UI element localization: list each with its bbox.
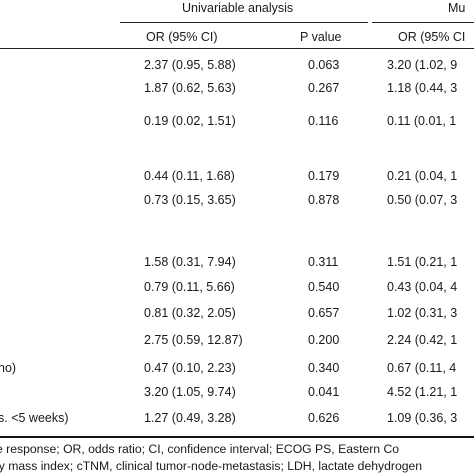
- uni-p-cell: 0.340: [308, 361, 340, 375]
- multi-or-cell: 0.43 (0.04, 4: [387, 280, 458, 294]
- uni-or-cell: 0.47 (0.10, 2.23): [144, 361, 236, 375]
- multi-or-cell: 0.21 (0.04, 1: [387, 169, 458, 183]
- uni-p-cell: 0.200: [308, 333, 340, 347]
- uni-or-cell: 0.73 (0.15, 3.65): [144, 193, 236, 207]
- uni-p-cell: 0.179: [308, 169, 340, 183]
- multi-or-cell: 0.50 (0.07, 3: [387, 193, 458, 207]
- row-label: no): [0, 361, 17, 375]
- footnote-line-1: e response; OR, odds ratio; CI, confiden…: [0, 442, 400, 456]
- group-header-rule-univariable: [120, 22, 368, 23]
- group-header-rule-multivariable: [372, 22, 474, 23]
- footnote-line-2: ly mass index; cTNM, clinical tumor-node…: [0, 459, 423, 473]
- uni-or-cell: 1.58 (0.31, 7.94): [144, 255, 236, 269]
- multi-or-cell: 0.11 (0.01, 1: [387, 114, 457, 128]
- multi-or-cell: 3.20 (1.02, 9: [387, 58, 458, 72]
- uni-p-cell: 0.878: [308, 193, 340, 207]
- uni-p-cell: 0.116: [308, 114, 339, 128]
- uni-p-cell: 0.311: [308, 255, 339, 269]
- uni-or-cell: 3.20 (1.05, 9.74): [144, 385, 236, 399]
- multi-or-cell: 4.52 (1.21, 1: [387, 385, 458, 399]
- table-bottom-rule: [0, 436, 474, 438]
- multi-or-cell: 1.02 (0.31, 3: [387, 306, 458, 320]
- row-label: s. <5 weeks): [0, 411, 69, 425]
- column-header-uni-or: OR (95% CI): [146, 30, 218, 44]
- uni-p-cell: 0.041: [308, 385, 340, 399]
- uni-or-cell: 0.81 (0.32, 2.05): [144, 306, 236, 320]
- uni-p-cell: 0.657: [308, 306, 340, 320]
- univariable-analysis-header: Univariable analysis: [182, 1, 294, 15]
- uni-p-cell: 0.540: [308, 280, 340, 294]
- column-header-uni-p: P value: [300, 30, 342, 44]
- multi-or-cell: 1.18 (0.44, 3: [387, 81, 458, 95]
- multivariable-analysis-header: Mu: [448, 1, 466, 15]
- uni-or-cell: 0.44 (0.11, 1.68): [144, 169, 235, 183]
- multi-or-cell: 2.24 (0.42, 1: [387, 333, 458, 347]
- uni-or-cell: 2.37 (0.95, 5.88): [144, 58, 236, 72]
- uni-p-cell: 0.063: [308, 58, 340, 72]
- multi-or-cell: 1.09 (0.36, 3: [387, 411, 458, 425]
- multi-or-cell: 1.51 (0.21, 1: [387, 255, 458, 269]
- uni-or-cell: 1.27 (0.49, 3.28): [144, 411, 236, 425]
- column-header-multi-or: OR (95% CI: [398, 30, 466, 44]
- uni-p-cell: 0.267: [308, 81, 340, 95]
- uni-p-cell: 0.626: [308, 411, 340, 425]
- uni-or-cell: 1.87 (0.62, 5.63): [144, 81, 236, 95]
- uni-or-cell: 0.79 (0.11, 5.66): [144, 280, 235, 294]
- uni-or-cell: 0.19 (0.02, 1.51): [144, 114, 236, 128]
- uni-or-cell: 2.75 (0.59, 12.87): [144, 333, 243, 347]
- multi-or-cell: 0.67 (0.11, 4: [387, 361, 457, 375]
- column-header-rule: [0, 48, 474, 49]
